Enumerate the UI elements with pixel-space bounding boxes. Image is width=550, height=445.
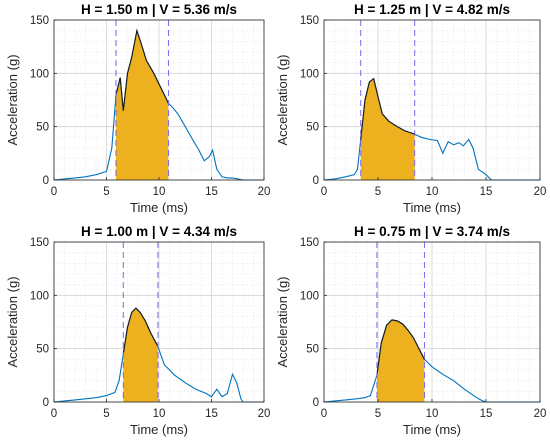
y-tick-label: 150 [30, 237, 49, 249]
chart-panel-1: 0 5 10 15 20 0 50 100 150 Time (ms) Acceleration (… [5, 2, 270, 215]
x-tick-label: 15 [480, 186, 493, 198]
x-tick-label: 5 [103, 408, 109, 420]
y-tick-label: 50 [36, 122, 49, 134]
x-tick-label: 0 [321, 408, 327, 420]
chart-title: H = 1.50 m | V = 5.36 m/s [81, 2, 237, 17]
chart-title: H = 0.75 m | V = 3.74 m/s [354, 224, 510, 239]
x-tick-label: 20 [258, 408, 271, 420]
x-tick-label: 15 [480, 408, 493, 420]
impulse-fill-area [360, 78, 415, 180]
x-axis-label: Time (ms) [130, 200, 188, 215]
y-tick-label: 100 [30, 68, 49, 80]
y-axis-label: Acceleration (g) [275, 54, 290, 145]
x-tick-label: 5 [103, 186, 109, 198]
x-tick-label: 15 [205, 186, 218, 198]
y-tick-label: 100 [300, 290, 319, 302]
window-outline [115, 28, 169, 111]
impulse-fill-area [123, 308, 158, 402]
y-tick-label: 150 [300, 237, 319, 249]
x-tick-label: 20 [534, 186, 547, 198]
x-tick-label: 0 [321, 186, 327, 198]
window-outline [376, 319, 425, 376]
x-axis-label: Time (ms) [130, 422, 188, 437]
y-tick-label: 50 [306, 344, 319, 356]
impulse-fill-area [376, 319, 425, 402]
y-tick-label: 50 [306, 122, 319, 134]
y-tick-label: 150 [300, 15, 319, 27]
x-tick-label: 5 [375, 408, 381, 420]
y-axis-label: Acceleration (g) [5, 54, 20, 145]
y-tick-label: 100 [30, 290, 49, 302]
x-tick-label: 10 [153, 186, 166, 198]
x-tick-label: 10 [426, 186, 439, 198]
chart-title: H = 1.00 m | V = 4.34 m/s [81, 224, 237, 239]
window-outline [122, 307, 159, 355]
y-tick-label: 100 [300, 68, 319, 80]
chart-title: H = 1.25 m | V = 4.82 m/s [354, 2, 510, 17]
chart-panel-2: 0 5 10 15 20 0 50 100 150 Time (ms) Acceleration (… [275, 2, 546, 215]
y-tick-label: 0 [313, 175, 319, 187]
y-axis-label: Acceleration (g) [5, 276, 20, 367]
x-axis-label: Time (ms) [403, 422, 461, 437]
y-axis-label: Acceleration (g) [275, 276, 290, 367]
x-tick-label: 20 [258, 186, 271, 198]
x-tick-label: 10 [153, 408, 166, 420]
y-tick-label: 50 [36, 344, 49, 356]
y-tick-label: 0 [313, 397, 319, 409]
x-tick-label: 0 [51, 186, 57, 198]
x-axis-label: Time (ms) [403, 200, 461, 215]
x-tick-label: 20 [534, 408, 547, 420]
x-tick-label: 5 [375, 186, 381, 198]
chart-panel-4: 0 5 10 15 20 0 50 100 150 Time (ms) Acceleration (… [275, 224, 546, 437]
x-tick-label: 10 [426, 408, 439, 420]
y-tick-label: 0 [43, 175, 49, 187]
x-tick-label: 15 [205, 408, 218, 420]
x-tick-label: 0 [51, 408, 57, 420]
chart-panel-3: 0 5 10 15 20 0 50 100 150 Time (ms) Acceleration (… [5, 224, 270, 437]
y-tick-label: 0 [43, 397, 49, 409]
window-outline [360, 77, 415, 140]
y-tick-label: 150 [30, 15, 49, 27]
